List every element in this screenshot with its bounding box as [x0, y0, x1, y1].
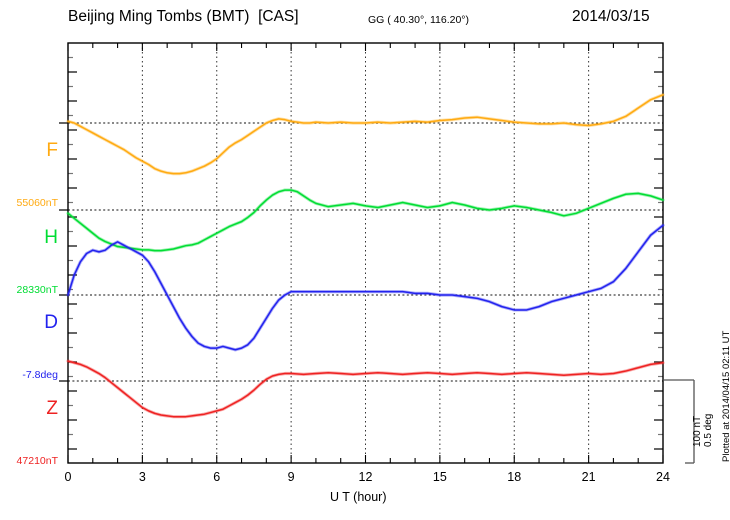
scale-bar-label-nt: 100 nT: [692, 415, 703, 447]
x-tick-label-0: 0: [64, 470, 72, 484]
component-value-f: 55060nT: [16, 197, 58, 209]
component-symbol-h: H: [44, 227, 58, 248]
x-axis-title: U T (hour): [330, 490, 387, 504]
component-label-f: F 55060nT: [0, 105, 58, 246]
baseline-layer: [59, 122, 663, 382]
scale-bar-label-deg: 0.5 deg: [703, 413, 714, 447]
grid-layer: [141, 43, 590, 463]
x-tick-label-6: 6: [213, 470, 221, 484]
observation-date: 2014/03/15: [572, 8, 650, 25]
x-tick-label-12: 12: [358, 470, 373, 484]
plot-frame: [67, 42, 664, 464]
scale-bar: [664, 379, 695, 464]
x-tick-label-18: 18: [507, 470, 522, 484]
component-label-d: D -7.8deg: [0, 277, 58, 418]
plotted-at-timestamp: Plotted at 2014/04/15 02:11 UT: [721, 330, 730, 462]
component-label-h: H 28330nT: [0, 192, 58, 333]
component-symbol-f: F: [46, 140, 58, 161]
x-tick-label-24: 24: [656, 470, 670, 484]
component-symbol-d: D: [44, 312, 58, 333]
x-tick-label-21: 21: [581, 470, 596, 484]
axis-ticks-layer: [67, 43, 664, 463]
component-value-h: 28330nT: [16, 284, 58, 296]
component-label-z: Z 47210nT: [0, 363, 58, 504]
component-value-z: 47210nT: [16, 455, 58, 467]
x-tick-label-15: 15: [432, 470, 447, 484]
component-symbol-z: Z: [46, 398, 58, 419]
component-value-d: -7.8deg: [22, 369, 58, 381]
page-title: Beijing Ming Tombs (BMT) [CAS]: [68, 8, 299, 25]
x-tick-label-9: 9: [287, 470, 295, 484]
x-tick-label-3: 3: [138, 470, 146, 484]
data-series-layer: [66, 93, 665, 419]
geographic-coordinates: GG ( 40.30°, 116.20°): [368, 14, 470, 26]
